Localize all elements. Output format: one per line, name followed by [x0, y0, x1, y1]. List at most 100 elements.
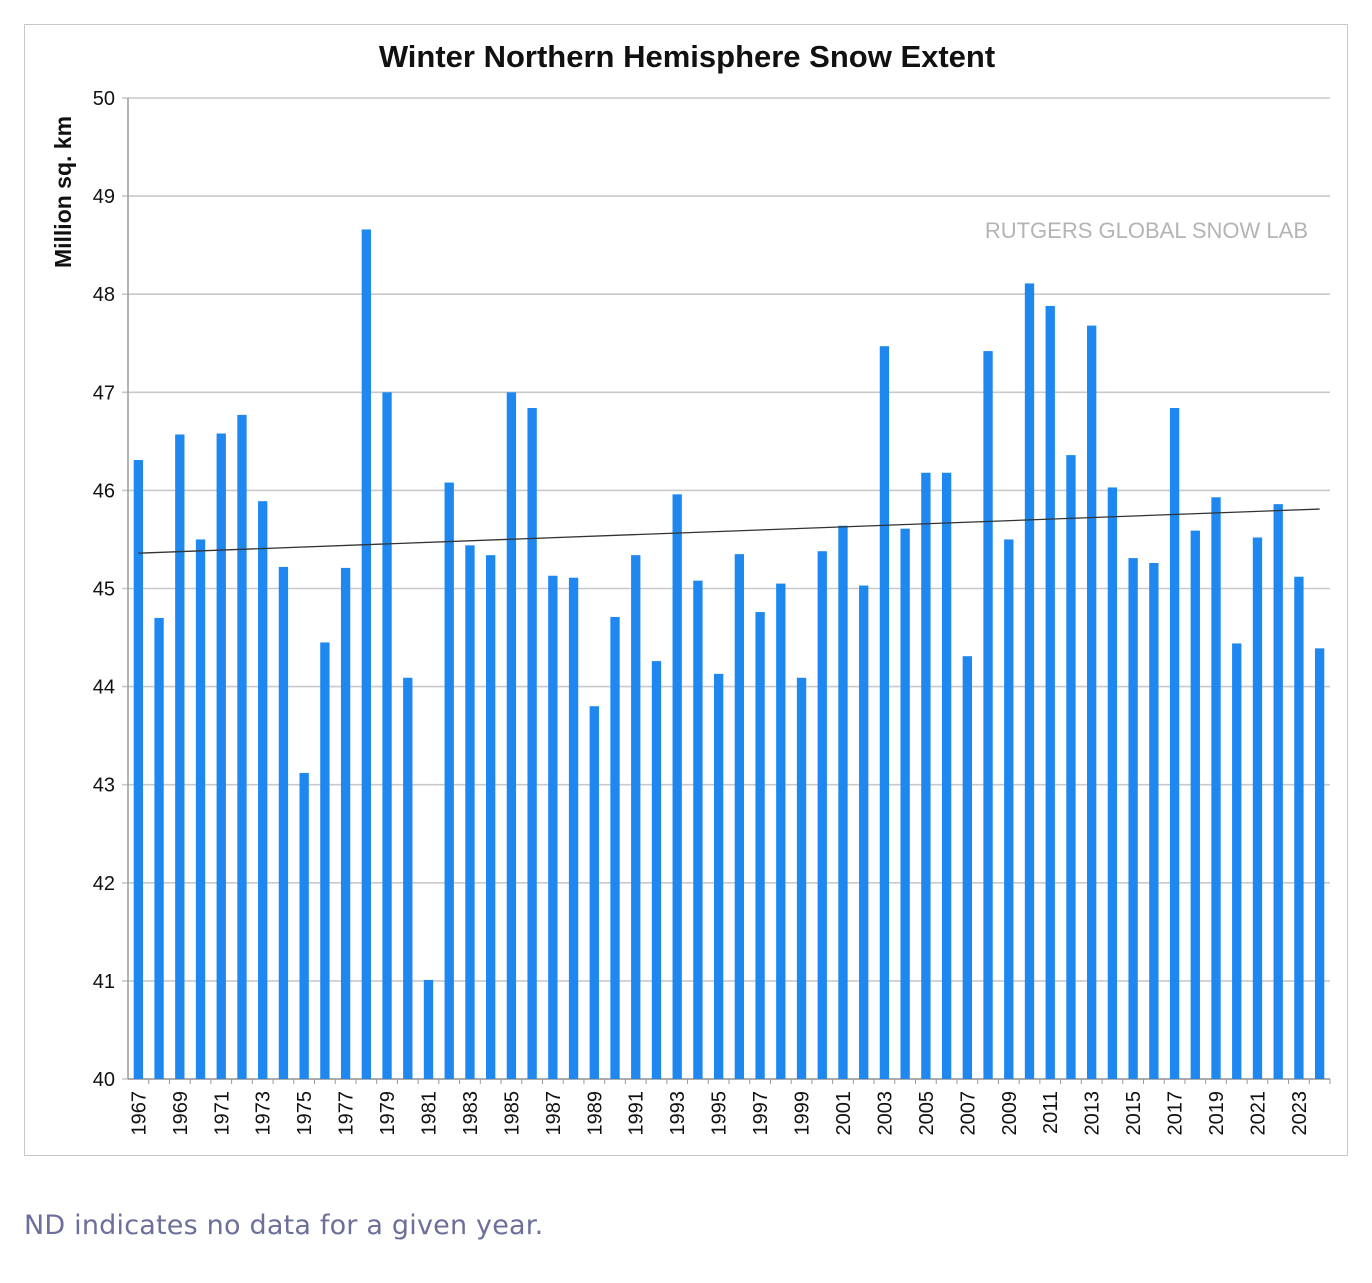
bar-1980	[403, 677, 413, 1079]
x-tick-label-1975: 1975	[294, 1091, 316, 1136]
bar-1977	[340, 567, 351, 1079]
bar-2011	[1045, 305, 1055, 1079]
bar-1988	[568, 577, 579, 1079]
bar-2003	[879, 346, 890, 1079]
bar-1968	[154, 617, 164, 1079]
bar-2019	[1211, 497, 1221, 1080]
x-tick-label-1995: 1995	[709, 1091, 731, 1136]
x-tick-label-1979: 1979	[377, 1091, 399, 1136]
bar-1985	[506, 392, 517, 1079]
bar-1990	[610, 616, 620, 1079]
bar-1974	[278, 566, 289, 1079]
bar-1982	[444, 482, 454, 1079]
bar-2001	[838, 525, 848, 1079]
bar-1969	[175, 434, 185, 1079]
y-tick-label-46: 46	[93, 480, 115, 502]
bar-1975	[299, 772, 309, 1079]
bar-1993	[672, 494, 682, 1080]
x-tick-label-2021: 2021	[1247, 1091, 1269, 1136]
bar-2018	[1190, 530, 1200, 1079]
bar-1984	[486, 555, 496, 1079]
bar-1992	[651, 661, 662, 1079]
x-tick-label-2009: 2009	[999, 1091, 1021, 1136]
x-tick-label-2007: 2007	[957, 1091, 979, 1136]
snow-extent-bar-chart: Winter Northern Hemisphere Snow Extent Mi…	[50, 39, 1331, 1136]
x-tick-label-1967: 1967	[128, 1091, 150, 1136]
x-tick-label-2015: 2015	[1123, 1091, 1145, 1136]
bar-2024	[1314, 648, 1325, 1079]
y-tick-label-45: 45	[93, 579, 115, 601]
y-tick-label-49: 49	[93, 186, 115, 208]
y-tick-label-48: 48	[93, 284, 115, 306]
x-tick-label-1981: 1981	[419, 1091, 441, 1136]
x-tick-label-1977: 1977	[336, 1091, 358, 1136]
bar-2021	[1252, 537, 1263, 1079]
y-tick-label-42: 42	[93, 873, 115, 895]
x-tick-label-1999: 1999	[792, 1091, 814, 1136]
bar-1997	[755, 612, 765, 1079]
bar-1996	[734, 554, 745, 1079]
bar-2014	[1107, 487, 1118, 1079]
bar-1967	[133, 459, 144, 1079]
bar-1981	[423, 979, 434, 1079]
chart-caption: ND indicates no data for a given year.	[24, 1210, 544, 1241]
chart-frame: Winter Northern Hemisphere Snow Extent Mi…	[24, 24, 1348, 1156]
bar-2015	[1128, 558, 1138, 1079]
y-tick-label-50: 50	[93, 88, 115, 110]
x-tick-label-2003: 2003	[874, 1091, 896, 1136]
bar-1991	[631, 555, 641, 1079]
bar-1976	[320, 642, 330, 1079]
bar-1998	[776, 583, 786, 1079]
bar-1978	[361, 229, 371, 1080]
bar-2012	[1066, 455, 1076, 1080]
bar-1970	[195, 539, 206, 1079]
y-tick-label-44: 44	[93, 677, 115, 699]
y-axis-label: Million sq. km	[50, 116, 76, 268]
y-tick-label-43: 43	[93, 775, 115, 797]
x-tick-label-2019: 2019	[1206, 1091, 1228, 1136]
x-tick-label-2017: 2017	[1165, 1091, 1187, 1136]
bar-1989	[589, 706, 599, 1079]
y-tick-label-40: 40	[93, 1069, 115, 1091]
x-tick-label-1989: 1989	[584, 1091, 606, 1136]
watermark: RUTGERS GLOBAL SNOW LAB	[985, 218, 1308, 243]
bar-2013	[1087, 325, 1097, 1079]
x-tick-label-2005: 2005	[916, 1091, 938, 1136]
bar-1983	[465, 545, 475, 1079]
bar-2010	[1024, 283, 1035, 1079]
bar-1972	[237, 414, 247, 1079]
bar-2002	[859, 585, 869, 1079]
x-tick-label-1991: 1991	[626, 1091, 648, 1136]
chart-title: Winter Northern Hemisphere Snow Extent	[379, 39, 995, 74]
x-tick-label-1969: 1969	[170, 1091, 192, 1136]
bar-2006	[941, 472, 952, 1079]
bar-2004	[900, 528, 910, 1079]
bar-2016	[1149, 562, 1159, 1079]
x-tick-label-2023: 2023	[1289, 1091, 1311, 1136]
bar-2008	[983, 351, 993, 1079]
bar-2009	[1004, 539, 1014, 1079]
bar-1971	[216, 433, 226, 1079]
trendline	[138, 508, 1320, 554]
bar-2020	[1232, 643, 1242, 1079]
x-tick-label-1973: 1973	[253, 1091, 275, 1136]
bar-1979	[382, 392, 392, 1079]
bar-2005	[921, 472, 931, 1079]
bar-1995	[713, 673, 724, 1079]
x-tick-label-2001: 2001	[833, 1091, 855, 1136]
bar-2023	[1294, 576, 1304, 1079]
x-tick-label-1971: 1971	[211, 1091, 233, 1136]
bar-1973	[258, 501, 268, 1079]
bar-1994	[693, 580, 703, 1079]
x-tick-label-1985: 1985	[501, 1091, 523, 1136]
y-tick-label-47: 47	[93, 382, 115, 404]
bar-1986	[527, 407, 537, 1080]
x-tick-label-1983: 1983	[460, 1091, 482, 1136]
bar-1999	[796, 677, 807, 1079]
bar-2017	[1169, 407, 1180, 1080]
bar-2007	[962, 656, 972, 1079]
bar-2022	[1273, 504, 1283, 1079]
bar-1987	[548, 575, 558, 1079]
x-tick-label-2013: 2013	[1082, 1091, 1104, 1136]
y-tick-label-41: 41	[93, 971, 115, 993]
